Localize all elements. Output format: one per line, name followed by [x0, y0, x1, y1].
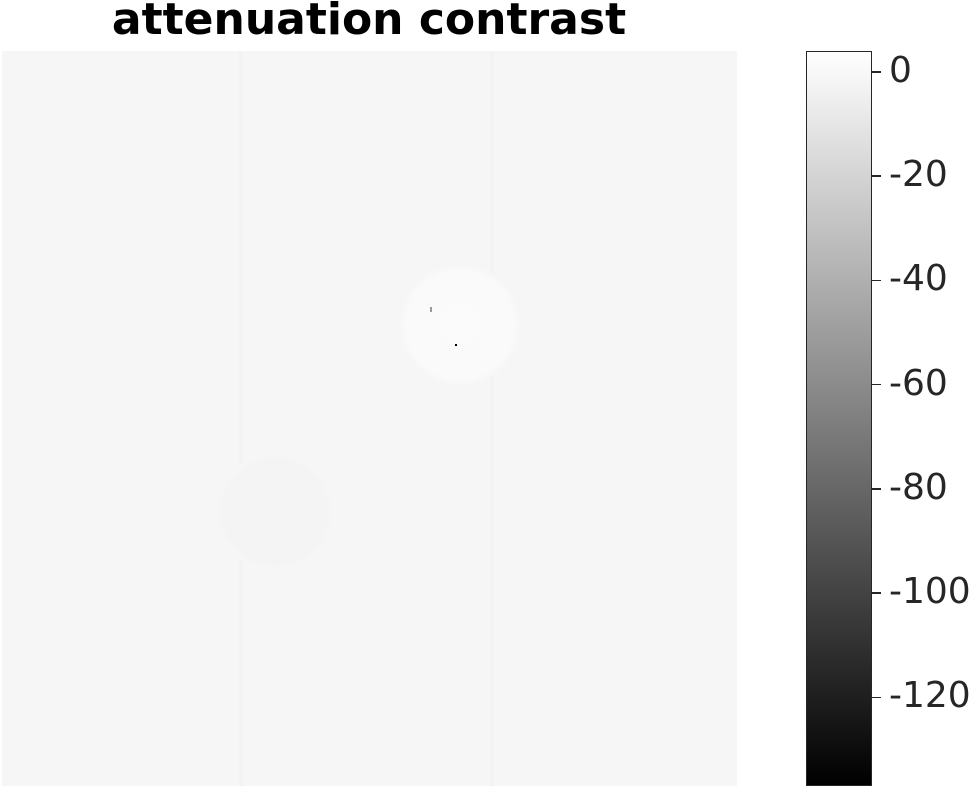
colorbar-tick-mark — [872, 383, 881, 386]
attenuation-image — [2, 51, 737, 786]
image-canvas — [2, 51, 737, 786]
colorbar-tick-label: -40 — [889, 258, 948, 300]
image-background — [2, 51, 737, 786]
colorbar-tick-label: -100 — [889, 571, 971, 613]
colorbar-tick-label: -20 — [889, 154, 948, 196]
faint-inclusion — [216, 453, 334, 571]
faint-vertical-stripe — [239, 51, 243, 786]
artifact-pixel — [430, 307, 432, 312]
faint-vertical-stripe — [490, 51, 494, 786]
chart-title: attenuation contrast — [111, 0, 627, 45]
artifact-pixel — [455, 344, 457, 346]
colorbar-tick-mark — [872, 71, 881, 73]
colorbar-tick-mark — [872, 279, 881, 282]
colorbar-tick-label: -120 — [889, 675, 971, 717]
colorbar-tick-label: -60 — [889, 362, 948, 404]
bright-inclusion — [399, 264, 521, 386]
colorbar-tick-label: -80 — [889, 466, 948, 508]
colorbar-tick-mark — [872, 175, 881, 177]
colorbar-tick-mark — [872, 696, 881, 699]
colorbar-tick-mark — [872, 592, 881, 594]
colorbar — [806, 51, 872, 786]
colorbar-tick-label: 0 — [889, 49, 912, 91]
colorbar-tick-mark — [872, 488, 881, 490]
